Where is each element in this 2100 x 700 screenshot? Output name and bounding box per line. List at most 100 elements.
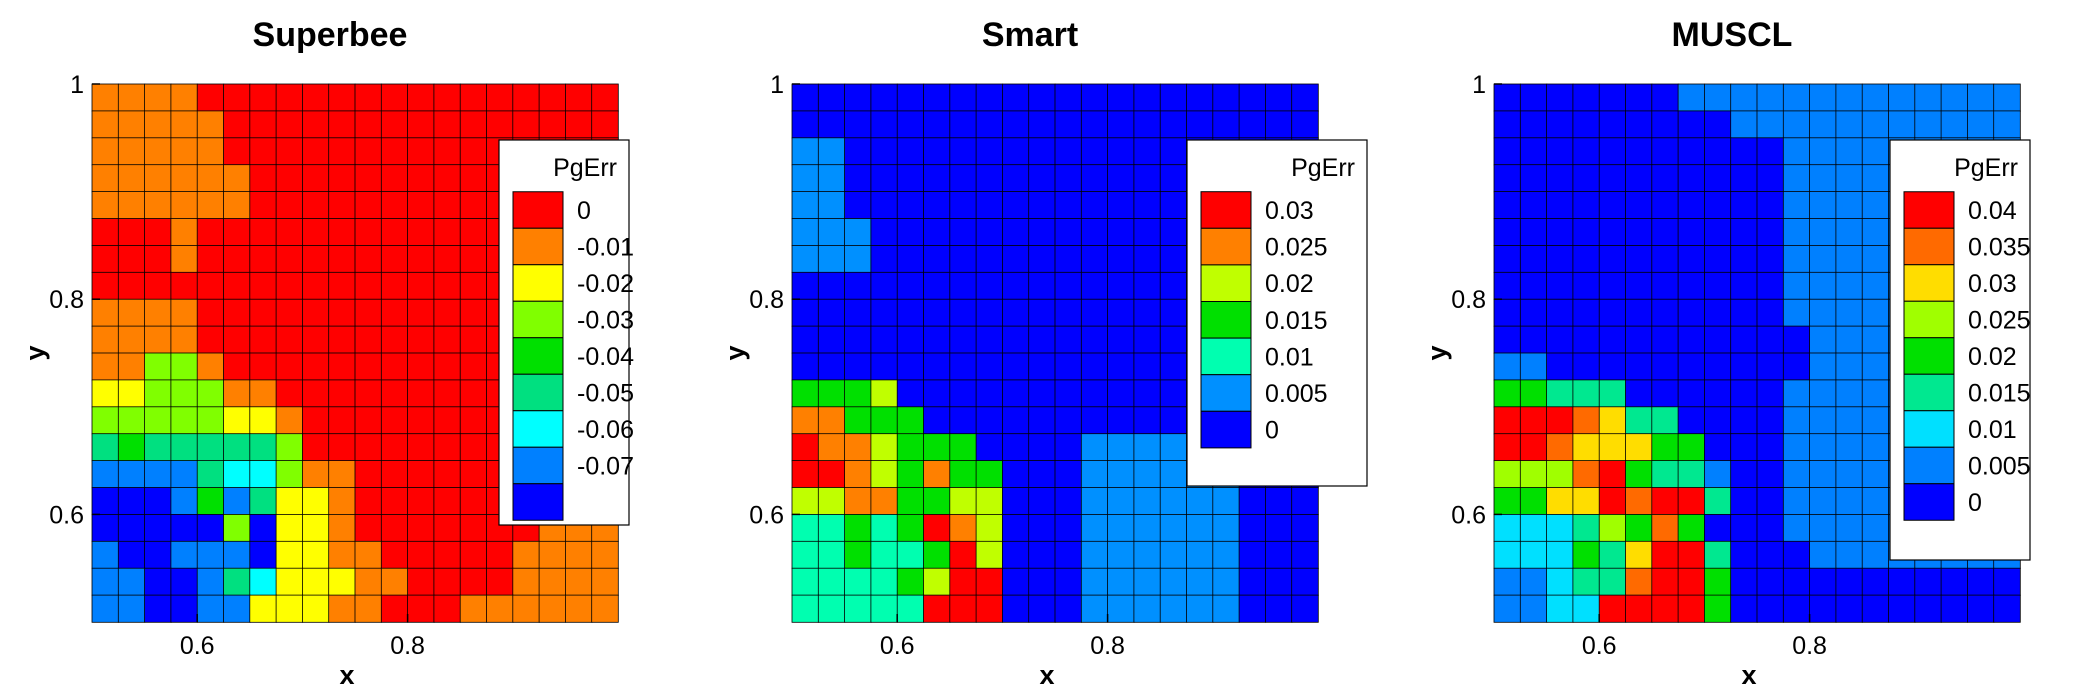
legend-swatch [1200,337,1252,376]
heatmap-cell [1704,137,1732,166]
heatmap-cell [433,540,461,569]
heatmap-cell [223,379,251,408]
heatmap-cell [1080,567,1109,596]
heatmap-cell [870,514,898,543]
heatmap-cell [328,325,356,354]
legend: PgErr 0.03 0.025 0.02 0.015 0.01 0.005 0 [1186,139,1368,487]
heatmap-cell [1159,594,1188,623]
heatmap-cell [354,164,383,193]
heatmap-cell [486,540,514,569]
heatmap-cell [301,110,330,139]
heatmap-cell [1054,352,1083,381]
heatmap-cell [301,191,330,220]
heatmap-cell [1028,244,1056,273]
heatmap-cell [1730,83,1758,112]
heatmap-cell [1493,487,1522,516]
heatmap-cell [591,540,619,569]
heatmap-cell [1730,110,1758,139]
heatmap-cell [1835,325,1863,354]
heatmap-cell [249,487,277,516]
heatmap-cell [459,325,488,354]
heatmap-cell [380,83,409,112]
heatmap-cell [923,218,951,247]
heatmap-cell [407,379,435,408]
heatmap-cell [328,514,356,543]
heatmap-cell [328,244,356,273]
heatmap-cell [817,137,846,166]
legend-label: 0.03 [1968,270,2017,298]
heatmap-cell [1028,594,1056,623]
legend: PgErr 0 -0.01 -0.02 -0.03 -0.04 -0.05 -0.06 -0.0… [498,139,634,526]
heatmap-cell [1677,244,1706,273]
heatmap-cell [870,379,898,408]
legend-label: -0.02 [577,270,634,298]
heatmap-cell [1598,271,1627,300]
heatmap-cell [354,137,383,166]
heatmap-cell [407,460,435,489]
heatmap-cell [1782,379,1811,408]
heatmap-cell [1861,460,1890,489]
heatmap-cell [1080,325,1109,354]
heatmap-cell [1677,191,1706,220]
heatmap-cell [817,110,846,139]
heatmap-cell [565,594,593,623]
heatmap-cell [301,244,330,273]
heatmap-cell [1080,83,1109,112]
heatmap-cell [1028,83,1056,112]
heatmap-cell [1238,594,1267,623]
heatmap-cell [1572,514,1600,543]
heatmap-cell [1054,298,1083,327]
heatmap-cell [1028,514,1056,543]
heatmap-cell [328,164,356,193]
y-tick-label: 0.8 [749,286,784,314]
heatmap-cell [223,460,251,489]
heatmap-cell [791,433,820,462]
heatmap-cell [1493,406,1522,435]
heatmap-cell [433,594,461,623]
heatmap-cell [275,164,304,193]
heatmap-cell [1782,406,1811,435]
panel-smart: Smart 0.6 0.8 1 0.8 0.6 x y PgErr 0.03 0.025 0.02 0.… [720,16,1368,690]
heatmap-cell [1756,298,1785,327]
heatmap-cell [1677,164,1706,193]
heatmap-cell [433,244,461,273]
heatmap-cell [1835,460,1863,489]
heatmap-cell [1054,244,1083,273]
heatmap-cell [1028,540,1056,569]
heatmap-cell [870,271,898,300]
heatmap-cell [1080,379,1109,408]
heatmap-cell [975,406,1004,435]
heatmap-cell [1782,487,1811,516]
heatmap-cell [1598,218,1627,247]
heatmap-cell [1054,191,1083,220]
heatmap-cell [1782,594,1811,623]
heatmap-cell [117,487,146,516]
heatmap-cell [301,379,330,408]
heatmap-cell [1598,325,1627,354]
heatmap-cell [1756,379,1785,408]
heatmap-cell [1519,271,1548,300]
heatmap-cell [1809,83,1837,112]
heatmap-cell [170,218,198,247]
heatmap-cell [896,379,925,408]
heatmap-cell [896,271,925,300]
heatmap-cell [1291,110,1319,139]
heatmap-cell [407,244,435,273]
heatmap-cell [1835,298,1863,327]
legend-swatch [512,191,564,229]
heatmap-cell [1133,244,1161,273]
heatmap-cell [354,594,383,623]
heatmap-cell [975,191,1004,220]
heatmap-cell [896,298,925,327]
heatmap-cell [223,164,251,193]
heatmap-cell [1914,594,1942,623]
heatmap-cell [1704,567,1732,596]
heatmap-cell [1835,271,1863,300]
heatmap-cell [1054,164,1083,193]
legend-swatch [1903,300,1955,339]
heatmap-cell [975,298,1004,327]
heatmap-cell [275,244,304,273]
heatmap-cell [1002,460,1030,489]
heatmap-cell [459,164,488,193]
heatmap-cell [1651,433,1679,462]
